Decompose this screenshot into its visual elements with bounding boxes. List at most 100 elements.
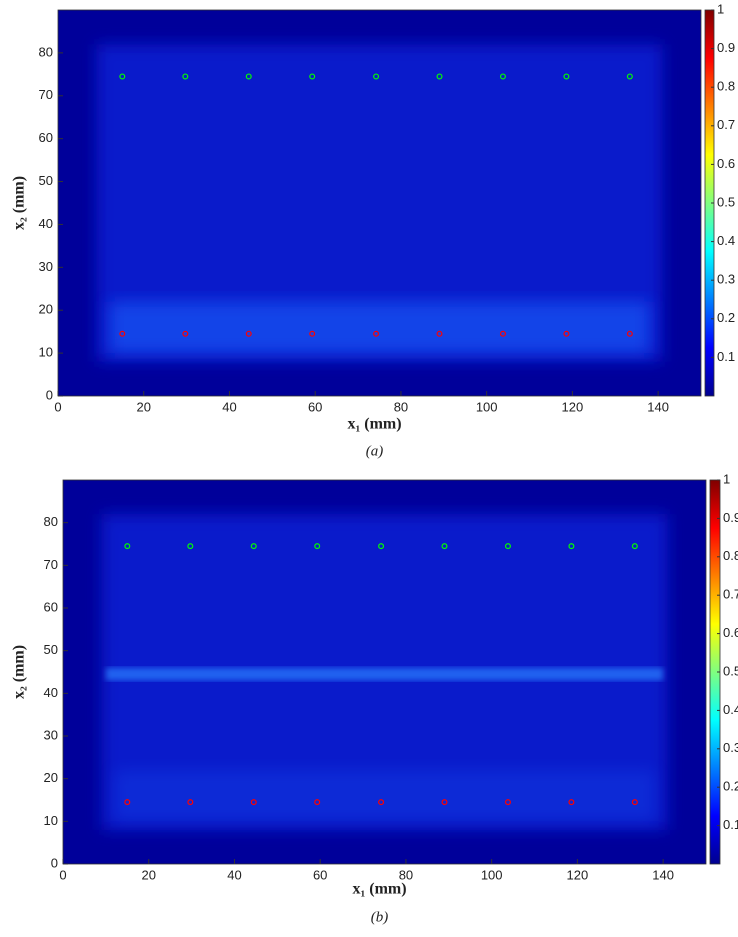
marker [182, 73, 189, 80]
marker [626, 73, 633, 80]
colorbar-tick-label: 0.9 [717, 40, 735, 55]
colorbar-tick-label: 0.5 [723, 663, 738, 678]
x-tick-label: 100 [481, 867, 503, 882]
y-tick-label: 30 [44, 727, 58, 742]
marker [504, 543, 511, 550]
marker [631, 543, 638, 550]
x-tick-label: 140 [647, 399, 669, 414]
marker [119, 73, 126, 80]
heatmap-band [109, 301, 650, 354]
y-tick-label: 10 [44, 813, 58, 828]
marker [499, 330, 506, 337]
marker [314, 543, 321, 550]
marker [314, 799, 321, 806]
y-tick-label: 0 [51, 855, 58, 870]
marker [436, 330, 443, 337]
y-tick-label: 0 [46, 387, 53, 402]
colorbar-tick-label: 0.6 [723, 625, 738, 640]
x-tick-label: 0 [59, 867, 66, 882]
x-tick-label: 60 [308, 399, 322, 414]
y-axis-label: x₂ (mm) [11, 176, 28, 230]
colorbar-tick-label: 1 [717, 1, 724, 16]
marker [626, 330, 633, 337]
colorbar-tick-label: 0.3 [723, 740, 738, 755]
marker [436, 73, 443, 80]
marker [563, 330, 570, 337]
colorbar-tick-label: 0.9 [723, 510, 738, 525]
colorbar-tick-label: 0.8 [723, 548, 738, 563]
x-tick-label: 80 [394, 399, 408, 414]
x-tick-label: 20 [141, 867, 155, 882]
marker [568, 543, 575, 550]
marker [119, 330, 126, 337]
heatmap-band [114, 770, 655, 822]
marker [373, 330, 380, 337]
x-tick-label: 80 [399, 867, 413, 882]
y-tick-label: 20 [44, 770, 58, 785]
x-tick-label: 0 [54, 399, 61, 414]
y-tick-label: 70 [44, 557, 58, 572]
colorbar-tick-label: 0.1 [717, 349, 735, 364]
y-tick-label: 50 [44, 642, 58, 657]
colorbar-tick-label: 0.8 [717, 79, 735, 94]
heatmap-band [105, 667, 664, 681]
y-tick-label: 20 [39, 302, 53, 317]
marker [563, 73, 570, 80]
colorbar-tick-label: 0.2 [723, 779, 738, 794]
marker [182, 330, 189, 337]
marker [441, 543, 448, 550]
marker [373, 73, 380, 80]
x-tick-label: 40 [227, 867, 241, 882]
x-tick-label: 100 [476, 399, 498, 414]
y-tick-label: 80 [44, 514, 58, 529]
marker [309, 330, 316, 337]
y-tick-label: 10 [39, 345, 53, 360]
marker [499, 73, 506, 80]
marker [187, 543, 194, 550]
x-axis-label: x₁ (mm) [347, 416, 401, 433]
marker [568, 799, 575, 806]
colorbar-tick-label: 0.2 [717, 310, 735, 325]
marker [504, 799, 511, 806]
y-tick-label: 40 [39, 216, 53, 231]
x-tick-label: 40 [222, 399, 236, 414]
marker [250, 799, 257, 806]
plot-frame [62, 479, 707, 865]
plot-frame [57, 9, 702, 397]
y-axis-label: x₂ (mm) [11, 645, 28, 699]
caption: (b) [371, 909, 389, 925]
marker [250, 543, 257, 550]
marker [441, 799, 448, 806]
colorbar-tick-label: 0.3 [717, 272, 735, 287]
y-tick-label: 50 [39, 173, 53, 188]
marker [631, 799, 638, 806]
colorbar-tick-label: 0.5 [717, 194, 735, 209]
marker [245, 330, 252, 337]
colorbar-tick-label: 0.7 [723, 587, 738, 602]
x-tick-label: 140 [652, 867, 674, 882]
x-tick-label: 120 [562, 399, 584, 414]
caption: (a) [366, 443, 384, 459]
y-tick-label: 40 [44, 685, 58, 700]
colorbar-tick-label: 0.1 [723, 817, 738, 832]
colorbar-tick-label: 1 [723, 471, 730, 486]
marker [124, 543, 131, 550]
colorbar-tick-label: 0.4 [723, 702, 738, 717]
y-tick-label: 80 [39, 44, 53, 59]
y-tick-label: 30 [39, 259, 53, 274]
x-axis-label: x₁ (mm) [352, 881, 406, 898]
marker [378, 543, 385, 550]
y-tick-label: 70 [39, 87, 53, 102]
x-tick-label: 60 [313, 867, 327, 882]
x-tick-label: 20 [136, 399, 150, 414]
x-tick-label: 120 [567, 867, 589, 882]
y-tick-label: 60 [44, 599, 58, 614]
y-tick-label: 60 [39, 130, 53, 145]
colorbar-tick-label: 0.4 [717, 233, 735, 248]
colorbar-tick-label: 0.6 [717, 156, 735, 171]
colorbar-tick-label: 0.7 [717, 117, 735, 132]
marker [378, 799, 385, 806]
marker [245, 73, 252, 80]
marker [187, 799, 194, 806]
